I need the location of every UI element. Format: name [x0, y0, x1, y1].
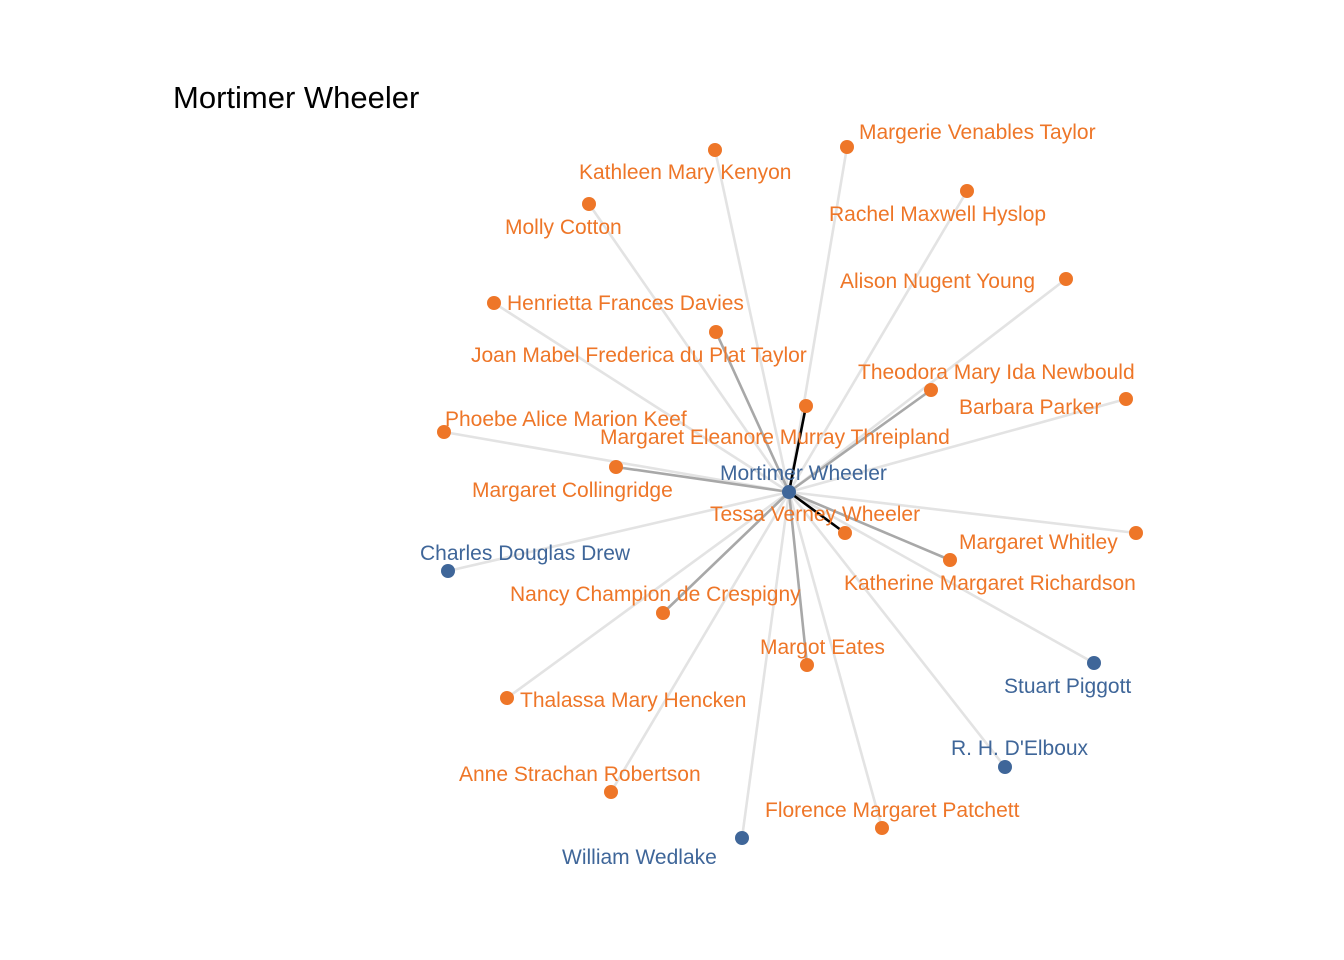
node-margaret_c[interactable] — [609, 460, 623, 474]
node-label-anne: Anne Strachan Robertson — [459, 763, 701, 786]
node-joan[interactable] — [709, 325, 723, 339]
node-label-florence: Florence Margaret Patchett — [765, 799, 1020, 822]
node-margot[interactable] — [800, 658, 814, 672]
node-kathleen[interactable] — [708, 143, 722, 157]
edges-layer — [443, 146, 1137, 839]
node-charles[interactable] — [441, 564, 455, 578]
node-nancy[interactable] — [656, 606, 670, 620]
edge-joan — [714, 331, 791, 493]
node-alison[interactable] — [1059, 272, 1073, 286]
edge-katherine — [788, 490, 951, 562]
node-label-barbara: Barbara Parker — [959, 396, 1101, 419]
node-label-charles: Charles Douglas Drew — [420, 542, 631, 565]
node-label-margot: Margot Eates — [760, 636, 885, 659]
edge-william — [740, 491, 791, 839]
node-label-margaret_emt: Margaret Eleanore Murray Threipland — [600, 426, 950, 449]
edge-florence — [787, 491, 884, 829]
edge-anne — [609, 491, 791, 793]
edge-kathleen — [713, 149, 791, 493]
edge-thalassa — [506, 490, 790, 700]
node-label-margaret_w: Margaret Whitley — [959, 531, 1118, 554]
node-label-theodora: Theodora Mary Ida Newbould — [858, 361, 1135, 384]
node-margerie[interactable] — [840, 140, 854, 154]
graph-title: Mortimer Wheeler — [173, 80, 419, 115]
node-label-alison: Alison Nugent Young — [840, 270, 1035, 293]
labels-layer: Mortimer Wheeler Margerie Venables Taylor… — [420, 121, 1136, 869]
edge-margot — [787, 491, 809, 666]
node-margaret_emt[interactable] — [799, 399, 813, 413]
edge-henrietta — [493, 301, 790, 494]
node-margaret_w[interactable] — [1129, 526, 1143, 540]
edge-margaret_w — [788, 490, 1137, 535]
node-label-phoebe: Phoebe Alice Marion Keef — [445, 408, 687, 431]
node-phoebe[interactable] — [437, 425, 451, 439]
node-label-molly: Molly Cotton — [505, 216, 622, 239]
node-label-tessa: Tessa Verney Wheeler — [710, 503, 920, 526]
edge-molly — [587, 203, 791, 493]
node-label-joan: Joan Mabel Frederica du Plat Taylor — [471, 344, 807, 367]
node-label-katherine: Katherine Margaret Richardson — [844, 572, 1136, 595]
node-anne[interactable] — [604, 785, 618, 799]
node-label-kathleen: Kathleen Mary Kenyon — [579, 161, 791, 184]
node-label-william: William Wedlake — [562, 846, 717, 869]
node-mortimer[interactable] — [782, 485, 796, 499]
edge-charles — [447, 490, 790, 573]
node-florence[interactable] — [875, 821, 889, 835]
node-label-stuart: Stuart Piggott — [1004, 675, 1131, 698]
node-katherine[interactable] — [943, 553, 957, 567]
node-label-delboux: R. H. D'Elboux — [951, 737, 1089, 760]
node-label-nancy: Nancy Champion de Crespigny — [510, 583, 801, 606]
node-label-rachel: Rachel Maxwell Hyslop — [829, 203, 1046, 226]
node-delboux[interactable] — [998, 760, 1012, 774]
edge-nancy — [662, 491, 790, 614]
edge-theodora — [788, 388, 932, 494]
edge-tessa — [788, 490, 846, 535]
node-henrietta[interactable] — [487, 296, 501, 310]
node-rachel[interactable] — [960, 184, 974, 198]
node-thalassa[interactable] — [500, 691, 514, 705]
nodes-layer — [437, 140, 1143, 845]
node-label-mortimer: Mortimer Wheeler — [720, 462, 887, 485]
edge-margaret_c — [615, 465, 790, 494]
node-label-margerie: Margerie Venables Taylor — [859, 121, 1096, 144]
edge-delboux — [787, 491, 1007, 768]
edge-rachel — [787, 190, 969, 493]
node-label-henrietta: Henrietta Frances Davies — [507, 292, 744, 315]
node-label-margaret_c: Margaret Collingridge — [472, 479, 673, 502]
node-label-thalassa: Thalassa Mary Hencken — [520, 689, 746, 712]
edge-stuart — [788, 490, 1095, 665]
node-william[interactable] — [735, 831, 749, 845]
edge-margerie — [787, 146, 849, 493]
edge-margaret_emt — [787, 405, 808, 493]
node-tessa[interactable] — [838, 526, 852, 540]
node-stuart[interactable] — [1087, 656, 1101, 670]
node-barbara[interactable] — [1119, 392, 1133, 406]
edge-barbara — [788, 397, 1127, 494]
node-molly[interactable] — [582, 197, 596, 211]
node-theodora[interactable] — [924, 383, 938, 397]
